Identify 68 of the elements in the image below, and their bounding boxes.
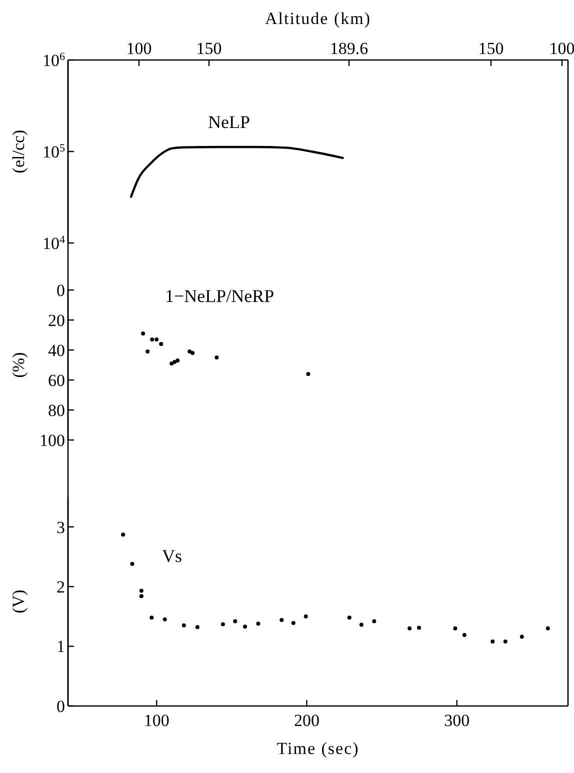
y-tick-label: 0 bbox=[56, 696, 65, 716]
point bbox=[291, 620, 296, 625]
point bbox=[162, 617, 167, 622]
x2-axis-title: Altitude (km) bbox=[264, 9, 372, 28]
point bbox=[347, 616, 352, 620]
point bbox=[172, 360, 177, 364]
point bbox=[306, 372, 310, 376]
point bbox=[233, 619, 238, 624]
point bbox=[159, 342, 164, 346]
y-axis-title: (V) bbox=[9, 590, 28, 614]
text: 150 bbox=[196, 39, 222, 58]
y-tick-label: 1 bbox=[56, 637, 65, 656]
point bbox=[170, 362, 174, 366]
y-axis-title: (%) bbox=[9, 352, 28, 378]
y-tick-label: 40 bbox=[48, 340, 65, 360]
point bbox=[139, 594, 144, 598]
y-tick-label: 10$^{6}$ bbox=[42, 50, 66, 70]
point bbox=[408, 626, 412, 630]
text: 100 bbox=[549, 39, 574, 58]
y-tick-label: 100 bbox=[40, 430, 65, 450]
y-tick-label: 20 bbox=[48, 310, 65, 330]
x-tick-label: 200 bbox=[294, 711, 320, 730]
point bbox=[490, 640, 495, 644]
y-tick-label: 0 bbox=[56, 280, 65, 300]
point bbox=[304, 614, 308, 618]
series-label: Vs bbox=[162, 546, 182, 566]
point bbox=[503, 640, 508, 644]
y-tick-label: 3 bbox=[56, 518, 65, 537]
y-tick-label: 10$^{5}$ bbox=[42, 142, 66, 162]
series-label: NeLP bbox=[208, 112, 250, 132]
point bbox=[188, 350, 192, 354]
text: 189.6 bbox=[330, 39, 368, 58]
text: 150 bbox=[478, 39, 504, 58]
y-tick-label: 2 bbox=[56, 578, 65, 597]
point bbox=[453, 626, 458, 630]
x-tick-label: 300 bbox=[444, 711, 470, 730]
y-axis-title: (el/cc) bbox=[9, 130, 28, 174]
y-tick-label: 10$^{4}$ bbox=[42, 234, 66, 253]
point bbox=[182, 623, 186, 628]
point bbox=[256, 622, 260, 626]
point bbox=[520, 634, 524, 639]
point bbox=[150, 338, 154, 342]
text: 100 bbox=[126, 39, 152, 58]
point bbox=[146, 350, 150, 354]
point bbox=[190, 351, 195, 355]
point bbox=[150, 616, 154, 620]
point bbox=[280, 618, 284, 622]
x-axis-title: Time (sec) bbox=[276, 739, 360, 758]
series-label: 1−NeLP/NeRP bbox=[165, 286, 274, 306]
y-tick-label: 80 bbox=[48, 400, 65, 420]
line-series bbox=[130, 146, 344, 198]
point bbox=[154, 338, 159, 342]
point bbox=[372, 619, 376, 624]
x-tick-label: 100 bbox=[144, 711, 170, 730]
point bbox=[462, 632, 466, 637]
point bbox=[214, 356, 219, 360]
point bbox=[359, 622, 364, 627]
point bbox=[220, 622, 225, 626]
point bbox=[546, 626, 550, 630]
point bbox=[243, 624, 248, 629]
point bbox=[195, 625, 200, 630]
point bbox=[176, 358, 180, 362]
point bbox=[141, 332, 146, 336]
y-tick-label: 60 bbox=[48, 370, 65, 390]
point bbox=[121, 532, 126, 537]
point bbox=[417, 626, 422, 630]
point bbox=[130, 562, 134, 566]
point bbox=[139, 588, 144, 593]
